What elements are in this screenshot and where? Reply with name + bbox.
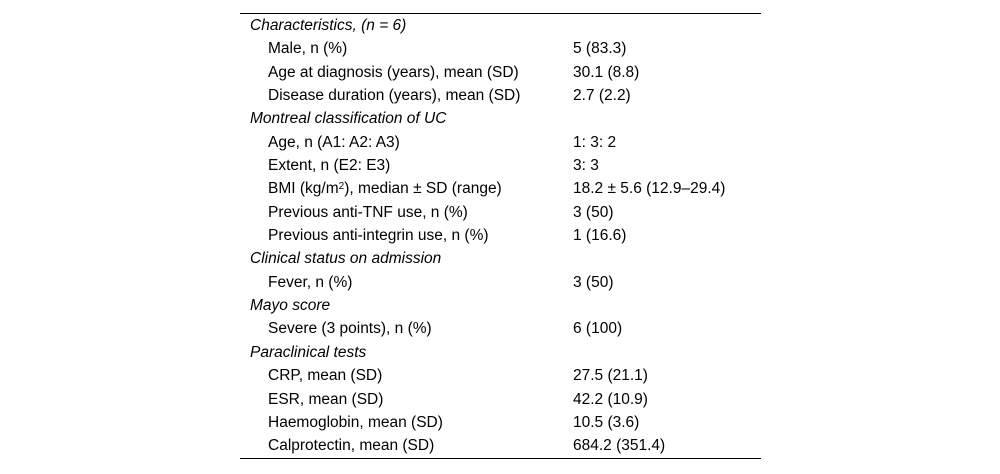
row-label: Age at diagnosis (years), mean (SD) (268, 63, 519, 81)
table-row: Age at diagnosis (years), mean (SD) 30.1 … (240, 61, 761, 84)
row-value: 30.1 (8.8) (573, 63, 640, 81)
row-label: Severe (3 points), n (%) (268, 320, 432, 338)
row-label: Extent, n (E2: E3) (268, 157, 391, 175)
table-row: Male, n (%) 5 (83.3) (240, 37, 761, 60)
table-row: Mayo score (240, 294, 761, 317)
table-row: Previous anti-TNF use, n (%) 3 (50) (240, 201, 761, 224)
row-label: ESR, mean (SD) (268, 390, 384, 408)
row-label: Previous anti-TNF use, n (%) (268, 203, 468, 221)
row-label: Disease duration (years), mean (SD) (268, 87, 521, 105)
row-value: 5 (83.3) (573, 40, 627, 58)
table-row: CRP, mean (SD) 27.5 (21.1) (240, 364, 761, 387)
row-value: 1 (16.6) (573, 227, 627, 245)
row-value: 684.2 (351.4) (573, 437, 666, 455)
table-row: Characteristics, (n = 6) (240, 14, 761, 37)
row-value: 3 (50) (573, 273, 614, 291)
row-label: CRP, mean (SD) (268, 367, 383, 385)
table-row: Montreal classification of UC (240, 107, 761, 130)
table-row: ESR, mean (SD) 42.2 (10.9) (240, 388, 761, 411)
row-value: 27.5 (21.1) (573, 367, 648, 385)
table-row: Disease duration (years), mean (SD) 2.7 (… (240, 84, 761, 107)
row-value: 42.2 (10.9) (573, 390, 648, 408)
table-row: Haemoglobin, mean (SD) 10.5 (3.6) (240, 411, 761, 434)
table-row: Clinical status on admission (240, 247, 761, 270)
characteristics-table: Characteristics, (n = 6) Male, n (%) 5 (83… (240, 13, 761, 459)
row-value: 10.5 (3.6) (573, 413, 640, 431)
row-value: 6 (100) (573, 320, 623, 338)
row-label: Clinical status on admission (250, 250, 442, 268)
row-label: Characteristics, (n = 6) (250, 17, 407, 34)
table-row: Fever, n (%) 3 (50) (240, 271, 761, 294)
row-value: 2.7 (2.2) (573, 87, 631, 105)
table-row: BMI (kg/m2), median ± SD (range) 18.2 ± 5… (240, 177, 761, 200)
row-value: 3 (50) (573, 203, 614, 221)
table-row: Age, n (A1: A2: A3) 1: 3: 2 (240, 131, 761, 154)
row-label: Calprotectin, mean (SD) (268, 437, 435, 455)
row-label: Male, n (%) (268, 40, 348, 58)
row-label: Fever, n (%) (268, 273, 353, 291)
row-label: Montreal classification of UC (250, 110, 447, 128)
row-label: BMI (kg/m2), median ± SD (range) (268, 180, 502, 198)
row-value: 1: 3: 2 (573, 133, 617, 151)
superscript: 2 (338, 181, 345, 193)
row-label: Age, n (A1: A2: A3) (268, 133, 400, 151)
row-label: Haemoglobin, mean (SD) (268, 413, 443, 431)
row-label: Mayo score (250, 297, 331, 315)
row-value: 3: 3 (573, 157, 599, 175)
row-label: Paraclinical tests (250, 343, 367, 361)
table-row: Paraclinical tests (240, 341, 761, 364)
table-row: Extent, n (E2: E3) 3: 3 (240, 154, 761, 177)
table-row: Severe (3 points), n (%) 6 (100) (240, 317, 761, 340)
row-value: 18.2 ± 5.6 (12.9–29.4) (573, 180, 726, 198)
row-label: Previous anti-integrin use, n (%) (268, 227, 489, 245)
table-row: Previous anti-integrin use, n (%) 1 (16.6… (240, 224, 761, 247)
table-row: Calprotectin, mean (SD) 684.2 (351.4) (240, 434, 761, 457)
